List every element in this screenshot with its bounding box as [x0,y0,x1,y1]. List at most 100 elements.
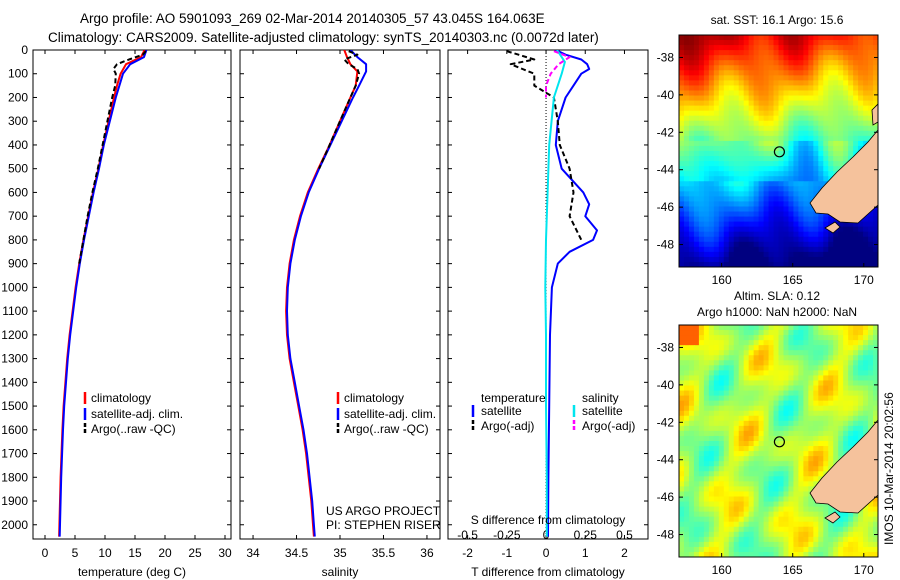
map-cell [753,511,760,518]
map-cell [813,395,819,402]
map-cell [688,476,695,482]
map-cell [763,55,770,61]
map-cell [803,526,809,533]
map-cell [798,105,804,112]
map-cell [818,501,824,508]
map-cell [748,521,755,528]
map-cell [728,551,735,557]
map-cell [693,251,700,258]
map-cell [679,451,685,457]
map-cell [808,496,814,503]
map-cell [808,551,814,557]
map-cell [778,461,785,467]
map-cell [853,430,859,437]
map-cell [858,511,864,518]
map-cell [843,355,849,361]
map-cell [818,85,824,92]
map-cell [768,261,775,267]
map-cell [713,551,720,557]
map-cell [843,521,849,528]
map-cell [698,80,705,87]
map-cell [768,390,775,397]
map-cell [808,435,814,442]
map-cell [783,526,790,533]
map-cell [688,471,695,477]
map-cell [708,236,715,243]
map-cell [738,430,745,437]
map-cell [733,221,740,228]
map-cell [753,466,760,472]
map-cell [748,516,755,523]
map-cell [793,511,799,518]
map-cell [773,491,780,498]
map-cell [818,355,824,361]
map-cell [838,241,844,248]
map-cell [778,425,785,432]
map-cell [783,506,790,513]
map-cell [808,171,814,177]
map-cell [848,226,854,233]
sst-map-land [809,103,878,234]
map-cell [728,471,735,477]
map-cell [823,211,829,218]
map-cell [688,261,695,267]
map-cell [693,231,700,238]
map-cell [693,135,700,142]
map-cell [833,161,839,167]
map-cell [708,501,715,508]
map-cell [873,221,878,228]
temperature-panel: 0100200300400500600700800900100011001200… [1,43,232,579]
map-cell [838,95,844,102]
map-cell [698,531,705,538]
map-cell [833,456,839,462]
map-cell [848,526,854,533]
map-cell [793,466,799,472]
map-cell [698,201,705,208]
map-cell [708,375,715,382]
map-cell [833,415,839,422]
map-cell [763,506,770,513]
map-cell [838,435,844,442]
map-cell [788,140,795,147]
map-cell [688,446,695,452]
map-cell [718,425,725,432]
map-cell [733,65,740,71]
map-cell [838,370,844,377]
map-cell [793,430,799,437]
y-tick-label: 500 [8,162,28,176]
map-cell [679,375,685,382]
map-cell [758,100,765,107]
map-cell [758,446,765,452]
map-cell [688,140,695,147]
map-cell [679,80,685,87]
map-cell [748,110,755,117]
map-cell [723,451,730,457]
map-cell [713,345,720,351]
map-cell [798,491,804,498]
map-cell [828,435,834,442]
map-cell [733,90,740,97]
map-cell [713,151,720,157]
map-cell [703,115,710,122]
map-cell [848,375,854,382]
legend-label-argo: Argo(..raw -QC) [344,422,429,436]
map-cell [873,355,878,361]
map-cell [768,335,775,341]
map-cell [728,226,735,233]
map-cell [773,226,780,233]
map-cell [848,395,854,402]
difference-x-ticks: -2 -1 0 1 2 [462,50,628,560]
map-cell [823,261,829,267]
map-cell [693,506,700,513]
map-cell [698,140,705,147]
map-cell [738,55,745,61]
map-cell [818,461,824,467]
map-cell [773,330,780,336]
map-cell [818,176,824,182]
map-cell [803,476,809,482]
map-cell [798,216,804,223]
map-cell [743,325,750,331]
map-cell [763,120,770,127]
map-cell [848,441,854,447]
map-cell [788,511,795,518]
